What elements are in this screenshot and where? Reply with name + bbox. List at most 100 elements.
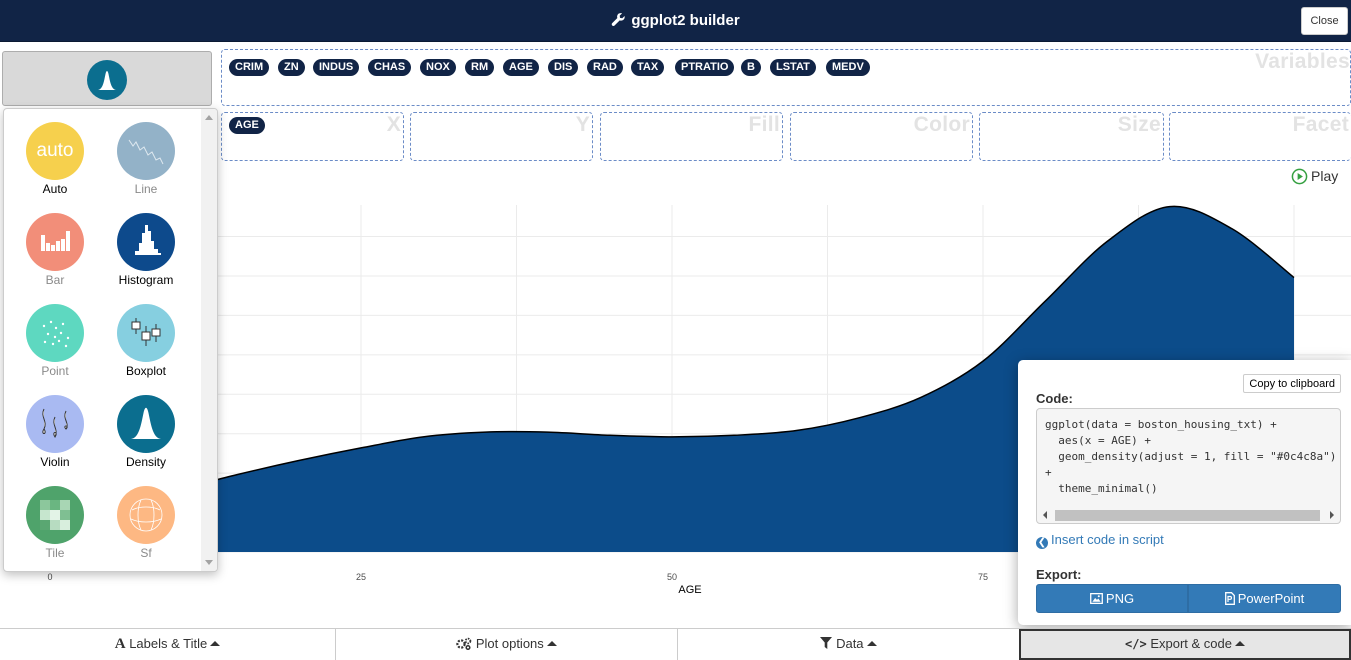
- scroll-up-arrow-icon[interactable]: [205, 115, 213, 120]
- size-zone-label: Size: [1117, 113, 1161, 136]
- variable-badge-zn[interactable]: ZN: [278, 59, 305, 76]
- geom-label: Sf: [140, 546, 152, 560]
- x-tick-label: 0: [47, 572, 52, 582]
- tab-export-code[interactable]: </> Export & code: [1019, 629, 1351, 660]
- geom-label: Line: [134, 182, 158, 196]
- filter-icon: [820, 637, 833, 649]
- arrow-left-circle-icon: ❮: [1036, 537, 1048, 549]
- bar-icon: [26, 213, 84, 271]
- code-icon: </>: [1125, 637, 1147, 651]
- point-icon: [26, 304, 84, 362]
- geom-option-auto[interactable]: auto Auto: [10, 122, 100, 196]
- export-powerpoint-button[interactable]: PowerPoint: [1188, 584, 1341, 613]
- geom-option-line[interactable]: Line: [101, 122, 191, 196]
- variable-badge-nox[interactable]: NOX: [420, 59, 456, 76]
- y-zone-label: Y: [575, 113, 590, 136]
- variable-badge-rm[interactable]: RM: [465, 59, 495, 76]
- variable-badge-dis[interactable]: DIS: [548, 59, 579, 76]
- code-horizontal-scrollbar[interactable]: [1039, 508, 1338, 521]
- tab-plot-options[interactable]: Plot options: [335, 629, 677, 660]
- code-text: ggplot(data = boston_housing_txt) + aes(…: [1045, 418, 1337, 495]
- x-tick-label: 25: [356, 572, 366, 582]
- variable-badge-tax[interactable]: TAX: [631, 59, 665, 76]
- play-button[interactable]: Play: [1291, 168, 1338, 185]
- fill-dropzone[interactable]: Fill: [600, 112, 783, 161]
- wrench-icon: [612, 13, 626, 26]
- geom-selector-button[interactable]: [2, 51, 212, 106]
- geom-option-boxplot[interactable]: Boxplot: [101, 304, 191, 378]
- density-icon: [117, 395, 175, 453]
- variables-zone-label: Variables: [1255, 50, 1350, 73]
- geom-option-point[interactable]: Point: [10, 304, 100, 378]
- boxplot-icon: [117, 304, 175, 362]
- x-mapped-badge-age[interactable]: AGE: [229, 117, 265, 134]
- y-dropzone[interactable]: Y: [410, 112, 593, 161]
- color-dropzone[interactable]: Color: [790, 112, 973, 161]
- x-axis-label: AGE: [678, 584, 701, 596]
- caret-up-icon: [1234, 641, 1245, 646]
- size-dropzone[interactable]: Size: [979, 112, 1164, 161]
- scroll-thumb[interactable]: [1055, 510, 1320, 521]
- scroll-left-arrow-icon[interactable]: [1043, 511, 1047, 519]
- bottom-toolbar: A Labels & Title Plot options Data </> E…: [0, 628, 1351, 660]
- histogram-icon: [117, 213, 175, 271]
- scroll-right-arrow-icon[interactable]: [1330, 511, 1334, 519]
- x-dropzone[interactable]: X AGE: [221, 112, 404, 161]
- code-block[interactable]: ggplot(data = boston_housing_txt) + aes(…: [1036, 408, 1341, 524]
- geom-option-violin[interactable]: Violin: [10, 395, 100, 469]
- density-line: [85, 205, 1295, 508]
- tab-data[interactable]: Data: [677, 629, 1019, 660]
- app-title: ggplot2 builder: [0, 0, 1351, 42]
- density-area: [86, 206, 1294, 552]
- tab-label: Export & code: [1150, 636, 1232, 651]
- geom-option-density[interactable]: Density: [101, 395, 191, 469]
- code-popover: Copy to clipboard Code: ggplot(data = bo…: [1018, 360, 1351, 625]
- export-label: Export:: [1036, 567, 1082, 582]
- geom-option-sf[interactable]: Sf: [101, 486, 191, 560]
- export-png-button[interactable]: PNG: [1036, 584, 1188, 613]
- variables-dropzone[interactable]: Variables CRIM ZN INDUS CHAS NOX RM AGE …: [221, 49, 1351, 106]
- file-powerpoint-icon: [1224, 592, 1235, 605]
- fill-zone-label: Fill: [748, 113, 780, 136]
- line-icon: [117, 122, 175, 180]
- png-label: PNG: [1105, 591, 1135, 606]
- caret-up-icon: [546, 641, 557, 646]
- geom-label: Violin: [40, 455, 70, 469]
- variable-badge-age[interactable]: AGE: [503, 59, 539, 76]
- geom-option-bar[interactable]: Bar: [10, 213, 100, 287]
- variable-badge-chas[interactable]: CHAS: [368, 59, 412, 76]
- geom-panel-scrollbar[interactable]: [201, 109, 217, 571]
- density-icon: [87, 60, 127, 100]
- geom-option-histogram[interactable]: Histogram: [101, 213, 191, 287]
- geom-label: Tile: [45, 546, 65, 560]
- geom-label: Auto: [42, 182, 68, 196]
- insert-code-label: Insert code in script: [1051, 532, 1164, 547]
- variable-badge-indus[interactable]: INDUS: [313, 59, 360, 76]
- tab-labels-title[interactable]: A Labels & Title: [0, 629, 335, 660]
- insert-code-link[interactable]: ❮ Insert code in script: [1036, 532, 1164, 549]
- color-zone-label: Color: [913, 113, 970, 136]
- geom-option-tile[interactable]: Tile: [10, 486, 100, 560]
- variable-badge-ptratio[interactable]: PTRATIO: [675, 59, 735, 76]
- variable-badge-rad[interactable]: RAD: [587, 59, 623, 76]
- geom-label: Boxplot: [125, 364, 167, 378]
- auto-icon-text: auto: [36, 140, 74, 161]
- gears-icon: [456, 637, 472, 651]
- facet-dropzone[interactable]: Facet: [1169, 112, 1351, 161]
- variable-badge-lstat[interactable]: LSTAT: [770, 59, 816, 76]
- geom-label: Bar: [45, 273, 65, 287]
- x-tick-label: 75: [978, 572, 988, 582]
- x-zone-label: X: [386, 113, 401, 136]
- auto-icon: auto: [26, 122, 84, 180]
- variable-badge-medv[interactable]: MEDV: [826, 59, 870, 76]
- tab-label: Plot options: [475, 636, 544, 651]
- letter-a-icon: A: [114, 636, 126, 652]
- violin-icon: [26, 395, 84, 453]
- variable-badge-b[interactable]: B: [741, 59, 761, 76]
- variable-badge-crim[interactable]: CRIM: [229, 59, 270, 76]
- tile-icon: [26, 486, 84, 544]
- geom-label: Density: [125, 455, 166, 469]
- close-button[interactable]: Close: [1301, 7, 1348, 35]
- scroll-down-arrow-icon[interactable]: [205, 560, 213, 565]
- copy-to-clipboard-button[interactable]: Copy to clipboard: [1243, 374, 1341, 393]
